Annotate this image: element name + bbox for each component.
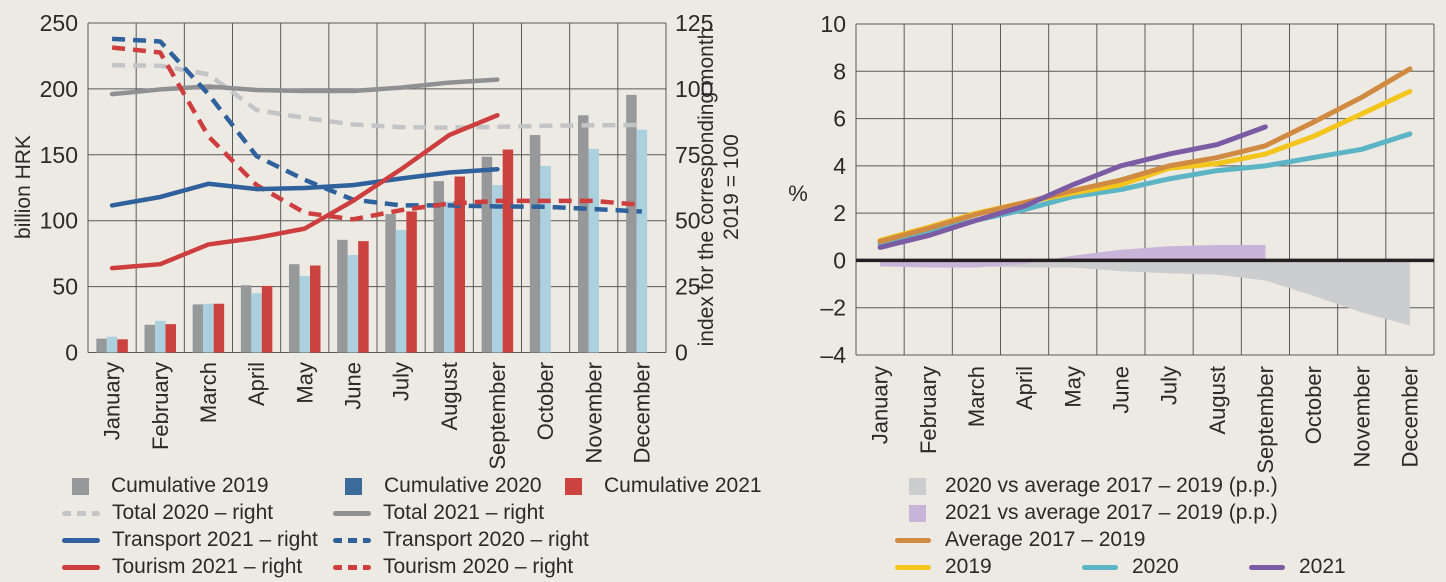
svg-text:February: February [916,366,941,454]
svg-text:April: April [1012,366,1037,410]
bar-cumulative-2020-april [251,293,262,353]
bar-cumulative-2020-february [155,320,166,353]
svg-text:October: October [1301,366,1326,444]
right-chart-month-labels: January February March April May June July Augu… [868,366,1423,474]
left-chart-tick-labels: 0 50 100 150 200 250 0 25 50 75 100 125 [40,10,714,366]
svg-text:10: 10 [820,11,846,37]
line-tourism-2021-–-right [109,113,500,271]
svg-text:May: May [292,362,317,404]
svg-text:200: 200 [40,76,78,102]
bar-cumulative-2020-june [347,254,359,353]
bar-cumulative-2020-october [540,166,551,353]
svg-text:250: 250 [40,10,78,36]
bar-cumulative-2021-january [117,339,128,353]
svg-text:–2: –2 [820,295,846,321]
svg-text:50: 50 [52,274,78,300]
bar-cumulative-2019-january [96,338,107,353]
bar-cumulative-2019-september [481,156,493,353]
bar-cumulative-2020-january [106,336,118,353]
bar-cumulative-2020-september [492,185,503,353]
bar-cumulative-2021-may [310,265,321,353]
line-transport-2020-–-right [111,36,643,214]
bar-cumulative-2021-march [213,303,225,353]
svg-text:50: 50 [675,208,701,234]
svg-text:75: 75 [675,142,701,168]
svg-text:4: 4 [833,153,846,179]
svg-text:January: January [868,366,893,444]
bar-cumulative-2020-november [588,148,599,353]
svg-text:March: March [196,362,221,423]
svg-text:2: 2 [833,200,846,226]
svg-text:March: March [964,366,989,427]
bar-cumulative-2020-august [444,201,455,353]
svg-text:December: December [629,362,654,463]
bar-cumulative-2019-november [578,115,589,353]
svg-text:0: 0 [675,340,688,366]
svg-text:25: 25 [675,274,701,300]
svg-text:July: July [1157,366,1182,405]
left-axis-title: billion HRK [12,135,35,239]
right-chart-y-axis-unit: % [788,181,808,206]
line-transport-2021-–-right [109,167,500,208]
svg-text:0: 0 [833,247,846,273]
svg-text:6: 6 [833,106,846,132]
bar-cumulative-2019-may [289,264,300,353]
svg-text:December: December [1397,366,1422,467]
svg-text:June: June [340,362,365,410]
svg-text:August: August [1205,366,1230,435]
bar-cumulative-2019-october [529,135,541,353]
left-chart-lines [109,36,643,271]
bar-cumulative-2021-february [165,324,176,353]
left-chart-month-labels: January February March April May June July Augu… [100,362,655,470]
bar-cumulative-2020-may [299,276,310,353]
svg-text:100: 100 [675,76,713,102]
svg-text:–4: –4 [820,342,846,368]
right-axis-title-line1: index for the corresponding month [695,28,718,347]
svg-text:June: June [1108,366,1133,414]
svg-text:100: 100 [40,208,78,234]
svg-text:August: August [437,362,462,431]
svg-text:November: November [1349,366,1374,467]
bar-cumulative-2019-june [337,239,348,353]
bar-cumulative-2020-july [395,229,407,353]
bar-cumulative-2021-july [406,211,417,353]
bar-cumulative-2019-december [626,94,637,353]
left-chart-bars [96,94,648,353]
bar-cumulative-2019-march [192,304,204,353]
svg-text:January: January [100,362,125,440]
right-axis-title-line2: 2019 = 100 [720,134,743,240]
svg-text:July: July [389,362,414,401]
bar-cumulative-2019-april [240,285,252,353]
right-chart-tick-labels: 10 8 6 4 2 0 –2 –4 [820,11,846,368]
svg-text:November: November [581,362,606,463]
svg-text:April: April [244,362,269,406]
bar-cumulative-2021-april [261,285,273,353]
svg-text:125: 125 [675,10,713,36]
line-total-2021-–-right [109,77,500,97]
band-2020-vs-average-2017-2019-p-p- [880,260,1410,326]
svg-text:8: 8 [833,58,846,84]
svg-text:February: February [148,362,173,450]
svg-text:0: 0 [65,340,78,366]
bar-cumulative-2020-march [203,303,214,353]
svg-text:September: September [1253,366,1278,474]
svg-text:May: May [1060,366,1085,408]
line-average-2017-2019 [877,66,1413,245]
bar-cumulative-2019-july [385,214,396,353]
bar-cumulative-2021-september [502,149,514,353]
bar-cumulative-2021-august [454,176,465,353]
bar-cumulative-2020-december [636,129,648,353]
line-total-2020-–-right [112,62,642,130]
line-tourism-2020-–-right [111,45,643,222]
bar-cumulative-2019-february [144,324,155,353]
svg-text:150: 150 [40,142,78,168]
bar-cumulative-2019-august [433,181,444,353]
right-chart-lines [877,66,1413,250]
line-2021 [877,124,1268,250]
svg-text:September: September [485,362,510,470]
svg-text:October: October [533,362,558,440]
bar-cumulative-2021-june [358,241,369,353]
